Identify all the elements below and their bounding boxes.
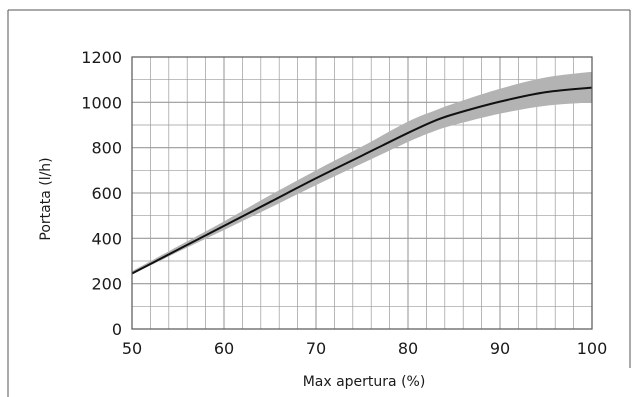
y-tick-label: 200	[91, 275, 122, 294]
x-axis-title: Max apertura (%)	[303, 374, 426, 390]
x-tick-label: 70	[306, 339, 326, 358]
y-axis-title: Portata (l/h)	[38, 157, 54, 240]
y-tick-label: 1000	[81, 93, 122, 112]
y-tick-label: 600	[91, 184, 122, 203]
y-tick-label: 1200	[81, 48, 122, 67]
x-tick-label: 60	[214, 339, 234, 358]
y-tick-label: 0	[112, 320, 122, 339]
grid	[132, 57, 592, 329]
plot-frame	[131, 56, 593, 330]
y-tick-label: 800	[91, 139, 122, 158]
flow-curve	[131, 86, 593, 275]
plot-border	[131, 56, 593, 330]
flow-curve-line	[131, 86, 593, 275]
y-tick-label: 400	[91, 229, 122, 248]
y-tick-labels: 0 200 400 600 800 1000 1200	[81, 48, 122, 339]
x-tick-label: 90	[490, 339, 510, 358]
x-tick-label: 100	[577, 339, 608, 358]
x-tick-labels: 50 60 70 80 90 100	[122, 339, 607, 358]
x-tick-label: 50	[122, 339, 142, 358]
x-tick-label: 80	[398, 339, 418, 358]
